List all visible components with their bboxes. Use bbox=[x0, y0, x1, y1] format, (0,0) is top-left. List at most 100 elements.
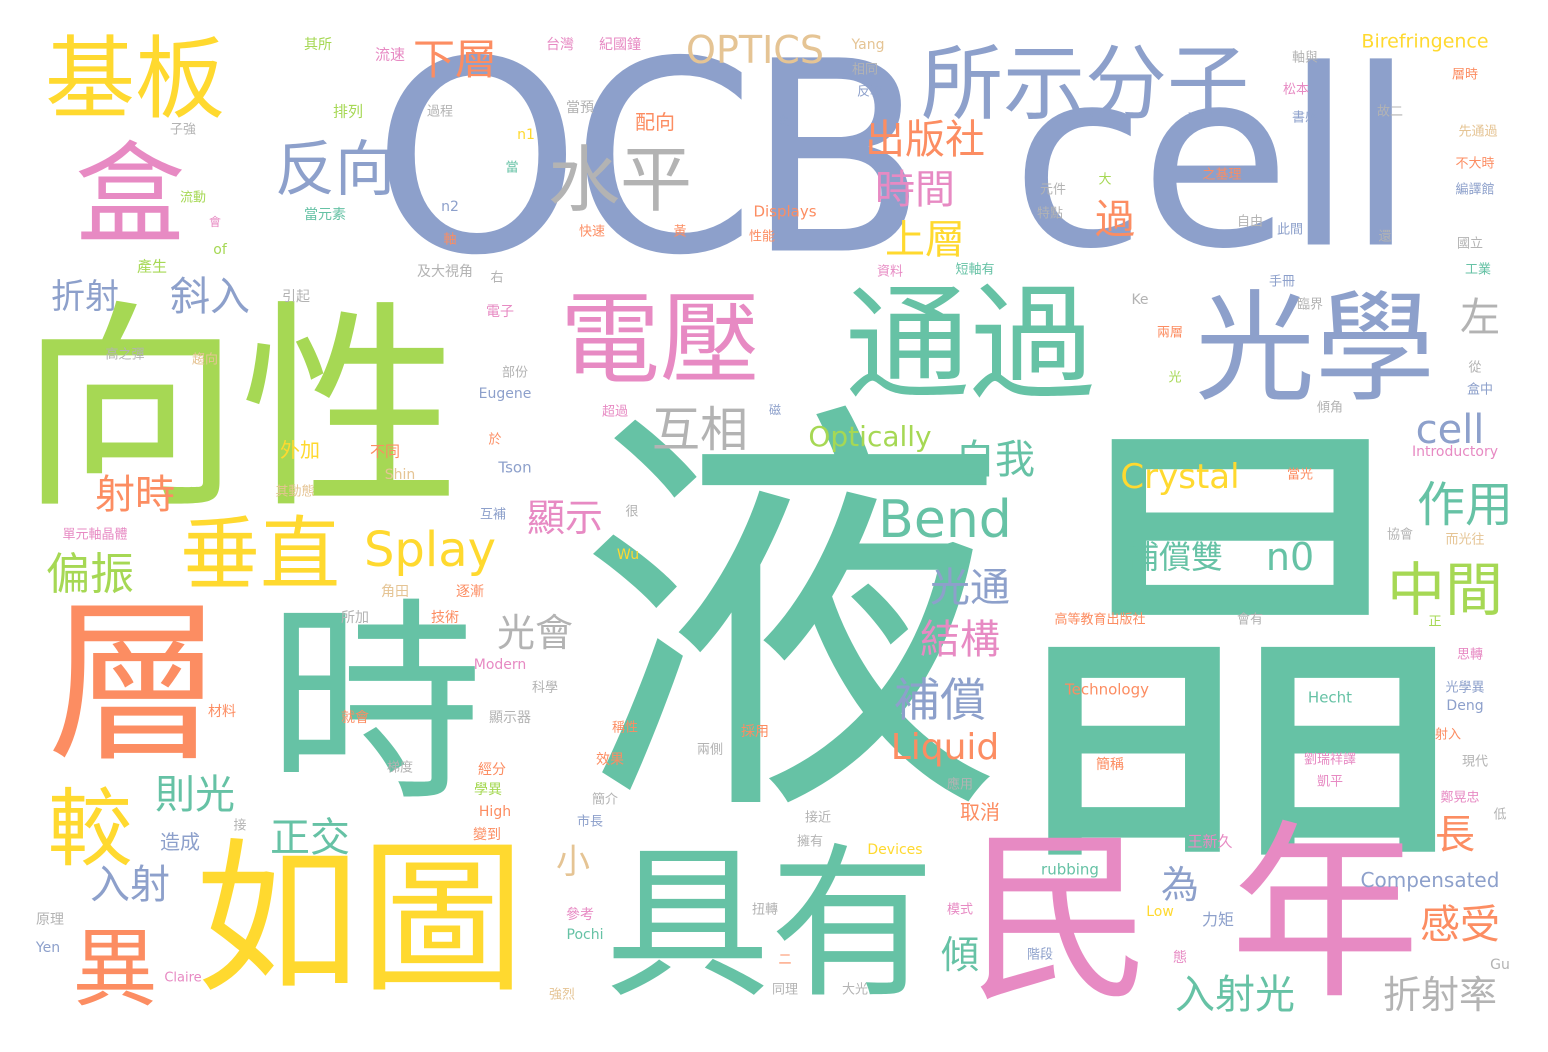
word: 當光 bbox=[1286, 467, 1314, 483]
word: 就會 bbox=[341, 710, 369, 726]
word: 折射率 bbox=[1382, 973, 1498, 1017]
word: 臨界 bbox=[1296, 297, 1324, 313]
word: Gu bbox=[1490, 957, 1510, 973]
word: 之基理 bbox=[1202, 167, 1242, 183]
word: 引起 bbox=[282, 289, 310, 305]
word: 現代 bbox=[1461, 754, 1489, 770]
word: 故二 bbox=[1376, 104, 1404, 120]
word: 異 bbox=[72, 920, 158, 1020]
word: 單元軸晶體 bbox=[62, 527, 128, 543]
word: 長 bbox=[1435, 812, 1475, 858]
word: 科學 bbox=[531, 680, 559, 696]
word: Technology bbox=[1064, 680, 1150, 699]
word: 中間 bbox=[1386, 556, 1504, 624]
word: 角田 bbox=[381, 584, 409, 600]
word: 變到 bbox=[473, 827, 501, 843]
word: 參考 bbox=[566, 907, 594, 923]
word: 階段 bbox=[1026, 947, 1054, 963]
word: 對 bbox=[778, 114, 792, 130]
word: 力矩 bbox=[1201, 910, 1235, 929]
word: 應用 bbox=[946, 777, 974, 793]
word: 低 bbox=[1493, 807, 1507, 823]
word: 紀國鐘 bbox=[599, 37, 641, 53]
word: of bbox=[213, 242, 227, 258]
word: 流動 bbox=[179, 190, 207, 206]
word: 稱性 bbox=[611, 720, 639, 736]
word: 學異 bbox=[474, 782, 502, 798]
word: 逐漸 bbox=[456, 584, 484, 600]
word: 黃 bbox=[673, 224, 687, 240]
word: 如圖 bbox=[195, 823, 525, 1016]
word: rubbing bbox=[1041, 860, 1099, 879]
word: Bend bbox=[878, 490, 1012, 550]
word: cell bbox=[1011, 17, 1415, 303]
word: n1 bbox=[517, 127, 535, 143]
word: Optically bbox=[808, 420, 932, 453]
word: Yang bbox=[851, 37, 885, 53]
word: 盒 bbox=[75, 131, 185, 259]
word: 則光 bbox=[155, 772, 235, 818]
word: 較 bbox=[47, 780, 133, 880]
word: 作用 bbox=[1416, 477, 1514, 533]
word: 接 bbox=[233, 818, 247, 834]
word: 顯示器 bbox=[489, 710, 531, 726]
word: 年 bbox=[1229, 804, 1421, 1025]
word: 光學 bbox=[1195, 280, 1435, 419]
word: 光 bbox=[1168, 370, 1182, 386]
word: 國立 bbox=[1456, 236, 1484, 252]
word: Hecht bbox=[1307, 688, 1353, 707]
word: 梯度 bbox=[386, 760, 414, 776]
word: 松本 bbox=[1282, 82, 1310, 98]
word: 右 bbox=[490, 270, 504, 286]
word: Modern bbox=[473, 657, 527, 673]
word: 光會 bbox=[496, 611, 574, 655]
word: 過 bbox=[1095, 197, 1135, 243]
word: 當預 bbox=[566, 100, 594, 116]
word: Wu bbox=[616, 547, 640, 563]
word: 編譯館 bbox=[1455, 182, 1495, 198]
word: 軸與 bbox=[1291, 50, 1319, 66]
word: 原理 bbox=[36, 912, 64, 928]
word: 當 bbox=[505, 160, 519, 176]
word: 具有 bbox=[605, 828, 935, 1021]
word: 大光 bbox=[841, 982, 869, 998]
word: 擁有 bbox=[796, 834, 824, 850]
word: 補償 bbox=[894, 673, 986, 727]
word: 層 bbox=[47, 583, 223, 787]
word: 左 bbox=[1460, 295, 1500, 341]
word: 所示分子 bbox=[920, 37, 1250, 132]
word: 資料 bbox=[876, 264, 904, 280]
word: Devices bbox=[867, 842, 923, 858]
word: 向性 bbox=[19, 282, 461, 538]
word: 液 bbox=[575, 370, 1005, 870]
word: 相同 bbox=[851, 62, 879, 78]
word: Pochi bbox=[566, 927, 604, 943]
word: 時 bbox=[267, 579, 483, 831]
word: Displays bbox=[753, 202, 817, 221]
word: 反轉 bbox=[856, 84, 884, 100]
word: 子強 bbox=[169, 122, 197, 138]
word: Eugene bbox=[478, 386, 532, 402]
word: Shin bbox=[384, 467, 416, 483]
word: 簡介 bbox=[591, 792, 619, 808]
word: 於 bbox=[488, 432, 502, 448]
word: 基板 bbox=[45, 27, 225, 132]
word: 書感 bbox=[1291, 110, 1319, 126]
word: 斜入 bbox=[170, 274, 250, 320]
word: 工業 bbox=[1464, 262, 1492, 278]
word: 下層 bbox=[412, 35, 498, 84]
word: 還 bbox=[1378, 229, 1392, 245]
word: 過程 bbox=[426, 104, 454, 120]
word: Ke bbox=[1131, 292, 1149, 308]
word: 自由 bbox=[1236, 214, 1264, 230]
word: 時間 bbox=[875, 167, 955, 213]
word: 手冊 bbox=[1268, 274, 1296, 290]
word: 出版社 bbox=[865, 117, 985, 163]
word: 水平 bbox=[547, 138, 693, 222]
word: 電子 bbox=[486, 304, 514, 320]
word: 高之彈 bbox=[105, 347, 145, 363]
word: 採用 bbox=[741, 724, 769, 740]
word: 軸 bbox=[443, 232, 457, 248]
word: 協會 bbox=[1386, 527, 1414, 543]
